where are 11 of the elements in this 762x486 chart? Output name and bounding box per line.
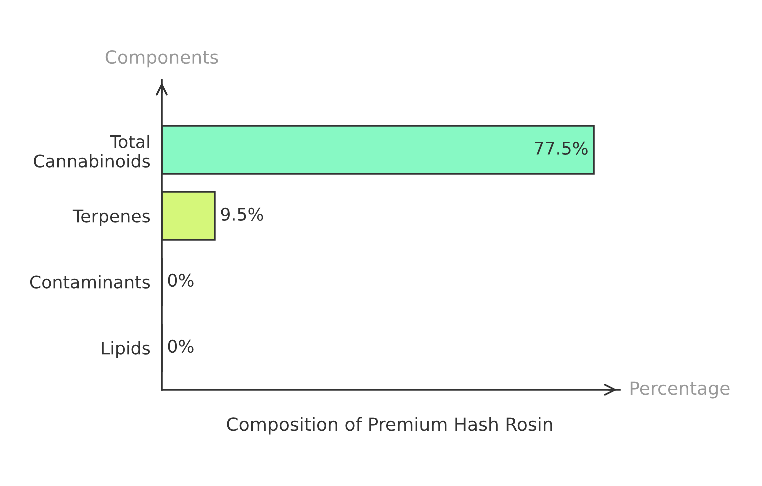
y-tick-label: Total Cannabinoids [34, 134, 150, 168]
data-label: 0% [168, 340, 194, 354]
y-axis-title: Components [106, 50, 218, 68]
text: Composition of Premium Hash Rosin [227, 417, 552, 435]
y-tick-label: Terpenes [72, 210, 150, 226]
data-label: 9.5% [221, 208, 264, 222]
y-tick-label: Lipids [102, 341, 150, 358]
data-label: 77.5% [535, 142, 588, 156]
data-label: 0% [168, 274, 194, 288]
y-tick-label: Contaminants [30, 275, 150, 289]
x-axis-title: Percentage [630, 382, 730, 399]
